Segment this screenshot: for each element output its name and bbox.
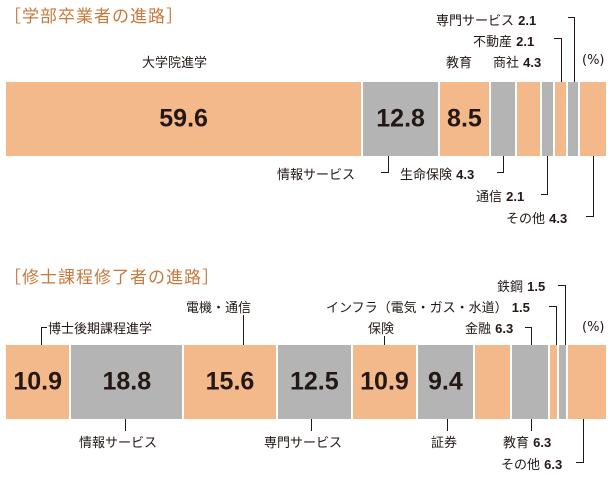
label-電機・通信: 電機・通信 (186, 301, 252, 316)
label-生命保険: 生命保険 4.3 (400, 167, 475, 183)
leader-line (541, 194, 548, 195)
chart1-unit: (%) (582, 53, 605, 68)
leader-line (574, 17, 575, 82)
chart1-stacked-bar: 59.6 12.8 8.5 (6, 82, 606, 156)
leader-line (561, 38, 562, 82)
chart2-unit: (%) (582, 320, 605, 335)
leader-line (549, 306, 557, 307)
label-金融: 金融 6.3 (465, 321, 514, 337)
label-博士後期課程進学: 博士後期課程進学 (48, 322, 153, 337)
chart1-title: ［学部卒業者の進路］ (4, 7, 184, 27)
segment-value-label: 59.6 (159, 104, 208, 133)
bar-segment: 18.8 (71, 345, 185, 419)
leader-line (41, 327, 47, 328)
bar-segment: 12.8 (363, 82, 440, 156)
chart2-stacked-bar: 10.9 18.8 15.6 12.5 10.9 9.4 (6, 345, 606, 419)
bar-segment (555, 82, 568, 156)
label-商社: 商社 4.3 (493, 55, 542, 71)
leader-line (503, 156, 504, 173)
label-鉄鋼: 鉄鋼 1.5 (497, 279, 546, 295)
bar-segment: 10.9 (352, 345, 419, 419)
label-通信: 通信 2.1 (476, 189, 525, 205)
bar-segment (474, 345, 513, 419)
leader-line (388, 156, 389, 173)
bar-segment: 10.9 (6, 345, 72, 419)
segment-value-label: 10.9 (360, 367, 409, 396)
bar-segment (516, 82, 543, 156)
leader-line (381, 172, 389, 173)
segment-value-label: 12.5 (289, 367, 339, 396)
bar-segment (568, 345, 606, 419)
label-証券: 証券 (431, 436, 458, 451)
bar-segment (490, 82, 517, 156)
bar-segment (580, 82, 606, 156)
leader-line (586, 216, 594, 217)
chart2-title: ［修士課程修了者の進路］ (4, 268, 220, 288)
label-大学院進学: 大学院進学 (142, 56, 208, 71)
bar-segment: 12.5 (277, 345, 353, 419)
bar-segment (559, 345, 569, 419)
bar-segment (542, 82, 556, 156)
leader-line (41, 327, 42, 345)
leader-line (384, 336, 385, 345)
segment-value-label: 10.9 (13, 367, 63, 396)
leader-line (531, 327, 532, 345)
bar-segment (512, 345, 551, 419)
segment-value-label: 8.5 (447, 104, 482, 133)
label-インフラ: インフラ（電気・ガス・水道） 1.5 (326, 300, 530, 316)
bar-segment: 8.5 (439, 82, 491, 156)
label-不動産: 不動産 2.1 (473, 34, 535, 50)
segment-value-label: 18.8 (102, 367, 152, 396)
leader-line (311, 419, 312, 431)
leader-line (497, 172, 504, 173)
segment-value-label: 15.6 (205, 367, 255, 396)
leader-line (568, 17, 575, 18)
bar-segment: 59.6 (6, 82, 364, 156)
leader-line (556, 306, 557, 345)
label-保険: 保険 (368, 322, 395, 337)
segment-value-label: 12.8 (376, 104, 425, 133)
bar-segment (567, 82, 581, 156)
bar-segment: 15.6 (184, 345, 278, 419)
leader-line (576, 462, 584, 463)
label-教育: 教育 (446, 56, 473, 71)
bar-segment: 9.4 (418, 345, 475, 419)
segment-value-label: 9.4 (427, 367, 463, 396)
leader-line (447, 419, 448, 431)
label-専門サービス: 専門サービス 2.1 (436, 13, 537, 29)
label-情報サービス-2: 情報サービス (79, 436, 158, 451)
leader-line (547, 156, 548, 195)
leader-line (565, 285, 566, 345)
label-その他-2: その他 6.3 (501, 457, 563, 473)
leader-line (593, 156, 594, 217)
leader-line (125, 419, 126, 431)
leader-line (531, 419, 532, 431)
label-教育-2: 教育 6.3 (503, 435, 552, 451)
leader-line (583, 419, 584, 463)
label-その他: その他 4.3 (506, 211, 568, 227)
label-情報サービス: 情報サービス (277, 168, 356, 183)
leader-line (554, 38, 562, 39)
bar-segment (550, 345, 560, 419)
leader-line (243, 315, 244, 345)
label-専門サービス-2: 専門サービス (264, 436, 343, 451)
leader-line (525, 327, 532, 328)
leader-line (558, 285, 566, 286)
